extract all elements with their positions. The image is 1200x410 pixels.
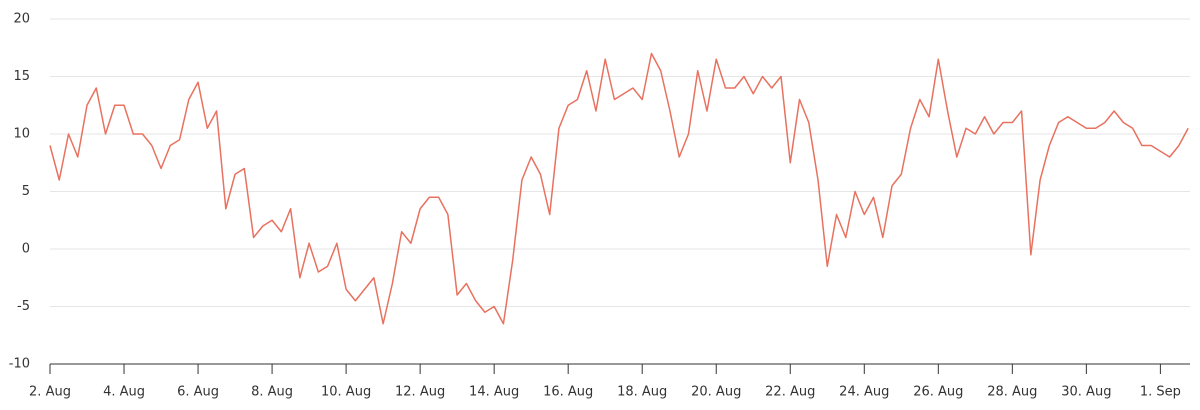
y-tick-label: -10: [9, 357, 30, 372]
y-tick-label: 10: [13, 127, 30, 142]
y-tick-label: 15: [13, 69, 30, 84]
x-tick-label: 6. Aug: [177, 385, 219, 400]
x-tick-label: 22. Aug: [765, 385, 815, 400]
x-tick-label: 24. Aug: [839, 385, 889, 400]
x-tick-label: 28. Aug: [987, 385, 1037, 400]
line: [49, 52, 1189, 325]
x-tick-label: 26. Aug: [913, 385, 963, 400]
x-tick-label: 4. Aug: [103, 385, 145, 400]
x-tick-label: 16. Aug: [543, 385, 593, 400]
x-tick-label: 18. Aug: [617, 385, 667, 400]
y-tick-label: 20: [13, 12, 30, 27]
x-tick-label: 20. Aug: [691, 385, 741, 400]
y-tick-label: -5: [17, 299, 30, 314]
y-tick-label: 5: [22, 184, 30, 199]
x-tick-label: 8. Aug: [251, 385, 293, 400]
y-tick-label: 0: [22, 242, 30, 257]
x-tick-label: 12. Aug: [395, 385, 445, 400]
x-tick-label: 10. Aug: [321, 385, 371, 400]
x-tick-label: 30. Aug: [1061, 385, 1111, 400]
x-tick-label: 14. Aug: [469, 385, 519, 400]
x-tick-label: 1. Sep: [1140, 385, 1181, 400]
x-tick-label: 2. Aug: [29, 385, 71, 400]
